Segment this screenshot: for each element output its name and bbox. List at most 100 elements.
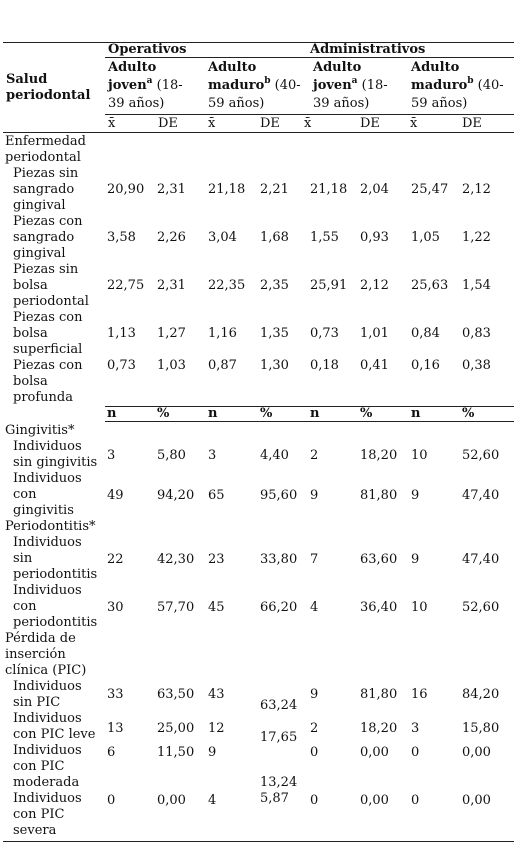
cell-value: 9 [310,687,319,702]
cell-value: 0 [411,793,420,808]
cell-value: 5,87 [260,791,289,806]
cell-value: 1,54 [462,278,491,293]
subgroup-age-range: 59 años) [208,96,265,111]
stat-pct-header: % [360,406,373,421]
stat-n-header: n [310,406,320,421]
n-pct-header-top-rule [105,406,514,407]
cell-value: 0,93 [360,230,389,245]
cell-value: 95,60 [260,488,298,503]
cell-value: 3 [107,448,116,463]
subgroup-label: Adulto [108,60,157,75]
row-label: bolsa [13,326,48,341]
footnote-mark: a [351,75,358,86]
cell-value: 22 [107,552,124,567]
cell-value: 94,20 [157,488,195,503]
cell-value: 66,20 [260,600,298,615]
cell-value: 16 [411,687,428,702]
footnote-mark: b [264,75,271,86]
row-label: sin [13,551,33,566]
row-label: Piezas con [13,214,83,229]
row-label: Piezas sin [13,262,79,277]
cell-value: 22,35 [208,278,246,293]
cell-value: 2,21 [260,182,289,197]
cell-value: 1,03 [157,358,186,373]
row-label: moderada [13,775,80,790]
cell-value: 17,65 [260,730,298,745]
row-label: superficial [13,342,83,357]
cell-value: 18,20 [360,448,398,463]
subgroup-word: joven [313,78,352,93]
stat-n-header: n [107,406,117,421]
row-label: sin PIC [13,695,61,710]
cell-value: 0 [107,793,116,808]
cell-value: 47,40 [462,552,500,567]
cell-value: 2,35 [260,278,289,293]
table-top-rule [3,42,514,43]
header-bottom-rule [3,132,514,133]
row-label: Individuos [13,679,82,694]
cell-value: 4,40 [260,448,289,463]
cell-value: 2 [310,448,319,463]
section-title-pic: Pérdida de [5,631,76,646]
cell-value: 21,18 [310,182,348,197]
cell-value: 11,50 [157,745,195,760]
row-label: con PIC [13,807,65,822]
stat-pct-header: % [260,406,273,421]
cell-value: 25,00 [157,721,195,736]
row-label: Individuos [13,439,82,454]
group-administrativos: Administrativos [310,42,426,57]
row-label: Piezas con [13,358,83,373]
stat-sd-header: DE [360,116,380,131]
cell-value: 15,80 [462,721,500,736]
cell-value: 9 [208,745,217,760]
row-label: bolsa [13,374,48,389]
cell-value: 81,80 [360,687,398,702]
cell-value: 22,75 [107,278,145,293]
cell-value: 4 [208,793,217,808]
cell-value: 21,18 [208,182,246,197]
cell-value: 0,38 [462,358,491,373]
cell-value: 0 [310,745,319,760]
subgroup-label-line2: jovena (18- [108,76,183,94]
section-title-pic-line2: inserción [5,647,66,662]
cell-value: 3,04 [208,230,237,245]
cell-value: 0 [411,745,420,760]
row-label: Individuos [13,791,82,806]
section-title-enfermedad: Enfermedad [5,134,86,149]
cell-value: 10 [411,600,428,615]
section-title-pic-line3: clínica (PIC) [5,663,87,678]
cell-value: 20,90 [107,182,145,197]
cell-value: 9 [411,488,420,503]
cell-value: 2 [310,721,319,736]
cell-value: 1,16 [208,326,237,341]
section-title-enfermedad-line2: periodontal [5,150,81,165]
cell-value: 84,20 [462,687,500,702]
cell-value: 30 [107,600,124,615]
cell-value: 10 [411,448,428,463]
cell-value: 45 [208,600,225,615]
group-header-rule [105,57,514,58]
cell-value: 1,22 [462,230,491,245]
row-label: bolsa [13,278,48,293]
cell-value: 2,04 [360,182,389,197]
footnote-mark: b [467,75,474,86]
row-label: Individuos [13,743,82,758]
row-label: Individuos [13,471,82,486]
subgroup-label-line2: madurob (40- [208,75,301,94]
group-operativos: Operativos [108,42,187,57]
stat-n-header: n [208,406,218,421]
row-label: periodontitis [13,615,98,630]
stat-pct-header: % [462,406,475,421]
cell-value: 52,60 [462,448,500,463]
row-label: con [13,487,37,502]
subgroup-label-line2: jovena (18- [313,75,388,94]
cell-value: 63,24 [260,698,298,713]
stat-sd-header: DE [462,116,482,131]
subgroup-label: Adulto [411,60,460,75]
cell-value: 13,24 [260,775,298,790]
section-title-gingivitis: Gingivitis* [5,423,75,438]
cell-value: 2,31 [157,278,186,293]
cell-value: 3 [208,448,217,463]
row-label: sangrado [13,230,75,245]
cell-value: 1,30 [260,358,289,373]
